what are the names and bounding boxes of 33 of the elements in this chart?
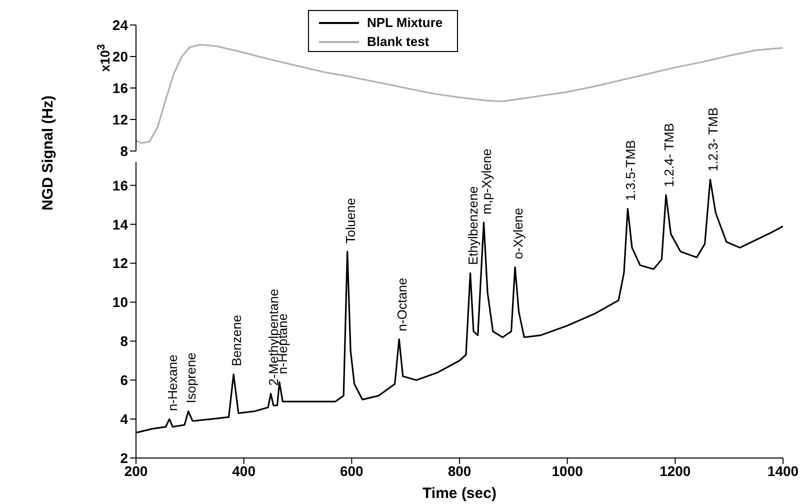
y-tick-label: 6 [120,372,128,388]
y-tick-label: 14 [112,216,128,232]
annotation: n-Hexane [164,354,180,412]
y-tick-label: 20 [112,48,128,64]
annotation: 1.2.4- TMB [661,123,676,188]
annotation: m,p-Xylene [479,148,494,214]
y-tick-label: 12 [112,255,128,272]
annotation: 1.2.3- TMB [706,107,721,172]
annotation: n-Octane [394,278,410,332]
y-tick-label: 12 [112,111,128,128]
y-tick-label: 24 [112,16,128,33]
annotation: Ethylbenzene [466,186,481,265]
y-axis-title: NGD Signal (Hz) [40,96,56,210]
y-tick-label: 10 [112,294,128,310]
annotation: 1.3.5-TMB [623,140,638,201]
x-tick-label: 400 [232,462,256,479]
y-tick-label: 16 [112,80,128,96]
y-tick-label: 8 [120,333,128,350]
legend-label: Blank test [367,33,430,51]
x-tick-label: 1200 [660,462,691,479]
x-tick-label: 1000 [552,462,584,479]
x-tick-label: 1400 [767,462,799,479]
annotation: Isoprene [184,352,199,404]
y-tick-label: 4 [120,411,128,428]
y-tick-label: 16 [112,177,128,194]
y-tick-label: 8 [120,142,128,159]
x-tick-label: 600 [340,462,364,479]
x-axis-title: Time (sec) [422,485,496,502]
legend-label: NPL Mixture [367,14,443,32]
annotation: o-Xylene [510,208,526,260]
annotation: Benzene [229,314,244,366]
x-tick-label: 800 [448,462,472,479]
annotation: Toluene [342,198,358,244]
